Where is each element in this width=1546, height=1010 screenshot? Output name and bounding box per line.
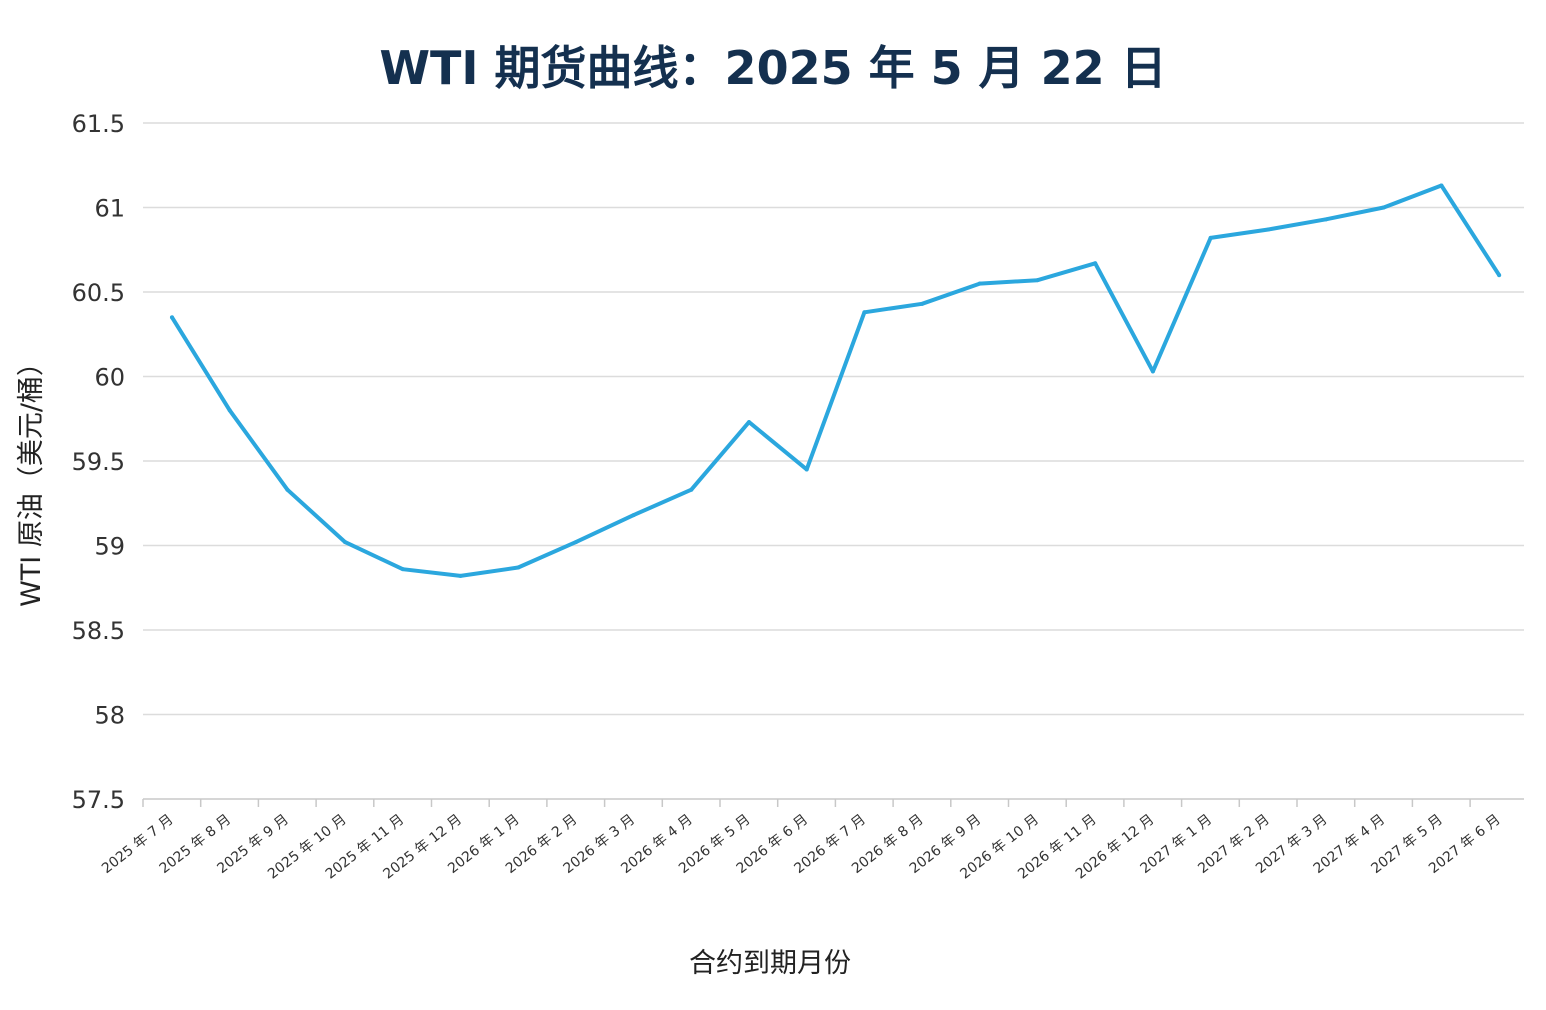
data-point	[458, 573, 463, 578]
y-tick-label: 60.5	[72, 279, 125, 307]
grid-lines	[143, 122, 1524, 716]
data-point	[804, 467, 809, 472]
data-point	[1497, 273, 1502, 278]
y-tick-label: 61	[94, 195, 125, 223]
data-point	[631, 513, 636, 518]
x-axis	[142, 798, 1524, 807]
data-point	[1381, 205, 1386, 210]
series	[170, 183, 1502, 578]
chart-title: WTI 期货曲线：2025 年 5 月 22 日	[379, 41, 1167, 95]
data-point	[1093, 261, 1098, 266]
y-tick-label: 59.5	[72, 448, 125, 476]
data-point	[170, 315, 174, 320]
data-point	[1439, 183, 1444, 188]
data-point	[285, 487, 290, 492]
data-point	[343, 540, 348, 545]
y-axis-label: WTI 原油（美元/桶）	[16, 349, 47, 607]
y-tick-label: 60	[94, 364, 125, 392]
y-tick-label: 57.5	[72, 786, 125, 814]
data-point	[1035, 278, 1040, 283]
y-tick-label: 61.5	[72, 110, 125, 138]
data-point	[920, 301, 925, 306]
x-axis-label: 合约到期月份	[689, 948, 851, 979]
y-tick-label: 59	[94, 533, 125, 561]
series-line	[170, 183, 1502, 578]
data-point	[227, 408, 232, 413]
data-point	[1266, 227, 1271, 232]
data-point	[1208, 235, 1213, 240]
data-point	[862, 310, 867, 315]
data-point	[977, 281, 982, 286]
data-point	[516, 565, 521, 570]
data-point	[689, 487, 694, 492]
y-axis-tick-labels: 57.5 58 58.5 59 59.5 60 60.5 61 61.5	[72, 110, 125, 814]
y-tick-label: 58	[94, 702, 125, 730]
data-point	[573, 540, 578, 545]
data-point	[1150, 369, 1155, 374]
data-point	[747, 420, 751, 425]
y-tick-label: 58.5	[72, 617, 125, 645]
data-point	[400, 567, 405, 572]
data-point	[1324, 217, 1328, 222]
